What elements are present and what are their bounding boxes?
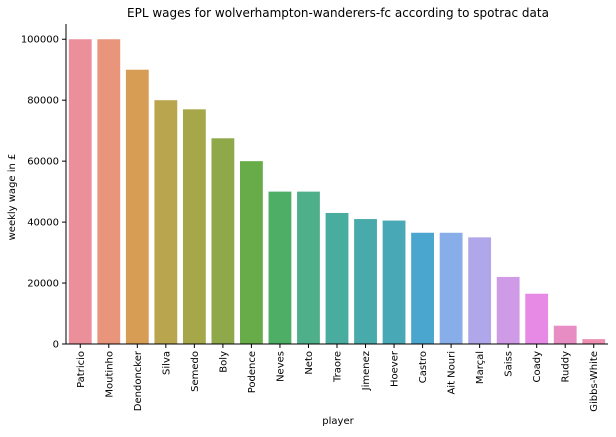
x-tick-label: Moutinho bbox=[104, 351, 115, 398]
y-axis-label: weekly wage in £ bbox=[7, 154, 18, 241]
y-tick-label: 100000 bbox=[21, 35, 59, 46]
bar-mar-al bbox=[468, 237, 492, 344]
bar-ait-nouri bbox=[439, 232, 463, 344]
x-tick-label: Ait Nouri bbox=[447, 351, 458, 395]
bar-moutinho bbox=[97, 39, 121, 345]
x-tick-label: Semedo bbox=[190, 351, 201, 392]
bar-neto bbox=[297, 191, 320, 344]
x-tick-label: Castro bbox=[418, 351, 429, 383]
bar-neves bbox=[268, 191, 292, 344]
x-tick-label: Podence bbox=[247, 351, 258, 393]
bar-dendoncker bbox=[125, 69, 149, 345]
y-tick-label: 60000 bbox=[27, 157, 59, 168]
bar-coady bbox=[525, 293, 549, 344]
bar-semedo bbox=[182, 109, 206, 344]
x-tick-label: Neves bbox=[275, 351, 286, 382]
x-tick-label: Boly bbox=[218, 351, 229, 373]
bar-patricio bbox=[68, 39, 92, 345]
chart-title: EPL wages for wolverhampton-wanderers-fc… bbox=[127, 6, 549, 20]
bar-ruddy bbox=[553, 325, 577, 344]
x-tick-label: Gibbs-White bbox=[589, 351, 600, 412]
bar-hoever bbox=[382, 220, 406, 344]
bar-silva bbox=[154, 100, 178, 344]
bar-castro bbox=[411, 232, 434, 344]
x-tick-label: Coady bbox=[532, 351, 543, 383]
bar-podence bbox=[240, 161, 263, 344]
y-axis: 0 20000 40000 60000 80000 100000 bbox=[21, 24, 67, 351]
bar-traore bbox=[325, 212, 349, 344]
bars-group bbox=[68, 39, 606, 345]
x-tick-label: Traore bbox=[333, 351, 344, 383]
bar-gibbs-white bbox=[582, 339, 606, 344]
y-tick-label: 20000 bbox=[27, 279, 59, 290]
x-tick-label: Ruddy bbox=[561, 351, 572, 383]
bar-saiss bbox=[496, 276, 520, 344]
x-tick-label: Silva bbox=[161, 351, 172, 375]
x-tick-label: Marçal bbox=[475, 351, 486, 384]
x-tick-label: Dendoncker bbox=[133, 350, 144, 411]
bar-jimenez bbox=[354, 219, 377, 344]
x-tick-label: Patricio bbox=[76, 351, 87, 388]
bar-boly bbox=[211, 138, 235, 344]
x-tick-label: Neto bbox=[304, 351, 315, 375]
y-tick-label: 80000 bbox=[27, 96, 59, 107]
y-tick-label: 40000 bbox=[27, 218, 59, 229]
x-axis: Patricio Moutinho Dendoncker Silva Semedo Bol… bbox=[66, 343, 608, 412]
y-tick-label: 0 bbox=[53, 340, 59, 351]
x-tick-label: Jimenez bbox=[361, 351, 372, 391]
x-axis-label: player bbox=[322, 416, 354, 427]
x-tick-label: Hoever bbox=[390, 350, 401, 387]
x-tick-label: Saiss bbox=[504, 351, 515, 377]
